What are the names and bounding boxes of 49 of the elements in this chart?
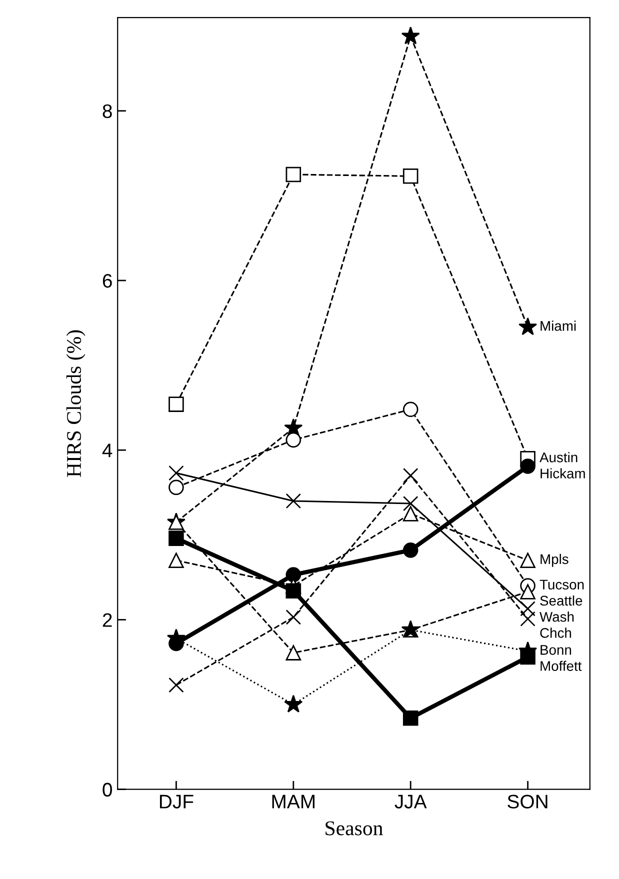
point bbox=[286, 166, 302, 182]
series-label: Seattle bbox=[540, 595, 582, 606]
point bbox=[402, 468, 418, 484]
series-label: Moffett bbox=[540, 660, 582, 671]
point bbox=[401, 26, 420, 44]
point bbox=[520, 649, 536, 665]
series-label: Miami bbox=[540, 320, 576, 331]
y-tick-label: 6 bbox=[102, 274, 112, 288]
x-tick-label: SON bbox=[508, 794, 548, 808]
series-label: Hickam bbox=[540, 468, 585, 478]
series-label: Austin bbox=[540, 452, 578, 462]
point bbox=[168, 530, 184, 546]
y-tick-label: 0 bbox=[102, 782, 112, 797]
point bbox=[518, 317, 538, 336]
series-label: Chch bbox=[540, 628, 572, 638]
point bbox=[402, 496, 418, 512]
y-tick-label: 8 bbox=[102, 104, 112, 118]
point bbox=[286, 432, 302, 448]
y-axis-title: HIRS Clouds (%) bbox=[66, 330, 86, 477]
point bbox=[402, 168, 418, 184]
point bbox=[402, 710, 418, 726]
point bbox=[520, 601, 536, 616]
point bbox=[520, 552, 536, 568]
point bbox=[286, 645, 302, 660]
point bbox=[168, 677, 184, 693]
point bbox=[284, 694, 303, 713]
x-tick-label: MAM bbox=[272, 794, 314, 808]
point bbox=[168, 465, 184, 481]
point bbox=[402, 402, 418, 418]
y-tick-label: 4 bbox=[102, 444, 112, 458]
point bbox=[402, 506, 418, 522]
series-label: Mpls bbox=[540, 554, 568, 567]
series-label: Wash bbox=[540, 612, 574, 622]
point bbox=[168, 552, 184, 568]
x-tick-label: DJF bbox=[160, 794, 194, 808]
y-tick-label: 2 bbox=[102, 613, 112, 627]
point bbox=[520, 458, 536, 474]
point bbox=[168, 396, 184, 412]
point bbox=[286, 567, 302, 582]
series-label: Tucson bbox=[540, 580, 584, 590]
point bbox=[402, 542, 418, 558]
x-tick-label: JJA bbox=[394, 794, 427, 808]
point bbox=[286, 493, 302, 509]
point bbox=[286, 610, 302, 625]
point bbox=[520, 611, 536, 627]
x-axis-title: Season bbox=[326, 821, 383, 836]
point bbox=[168, 480, 184, 496]
series-label: Bonn bbox=[540, 645, 572, 655]
point bbox=[520, 584, 536, 600]
